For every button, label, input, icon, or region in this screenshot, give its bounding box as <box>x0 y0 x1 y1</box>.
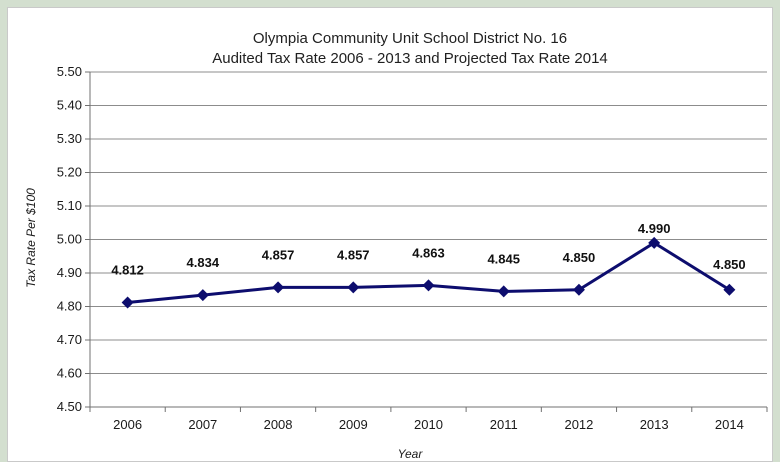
x-tick-label: 2012 <box>564 417 593 432</box>
data-label: 4.863 <box>412 245 445 260</box>
y-tick-label: 5.20 <box>57 165 82 180</box>
data-label: 4.834 <box>187 255 220 270</box>
y-axis-title: Tax Rate Per $100 <box>24 188 38 288</box>
chart-subtitle: Audited Tax Rate 2006 - 2013 and Project… <box>212 50 608 67</box>
y-tick-labels: 4.50 4.60 4.70 4.80 4.90 5.00 5.10 5.20 5.30 5.40… <box>57 64 82 414</box>
axes <box>85 71 768 412</box>
y-tick-label: 4.90 <box>57 265 82 280</box>
data-point-marker <box>422 279 435 292</box>
x-tick-labels: 2006 2007 2008 2009 2010 2011 2012 2013 2014 <box>113 417 744 432</box>
gridlines <box>90 71 767 374</box>
data-labels: 4.812 4.834 4.857 4.857 4.863 4.845 4.850 4.990… <box>111 221 745 278</box>
data-label: 4.850 <box>713 257 746 272</box>
chart-title: Olympia Community Unit School District N… <box>253 30 567 47</box>
data-label: 4.857 <box>337 247 370 262</box>
data-label: 4.990 <box>638 221 671 236</box>
x-tick-label: 2011 <box>490 417 518 432</box>
data-label: 4.850 <box>563 250 596 265</box>
data-label: 4.857 <box>262 247 295 262</box>
data-point-marker <box>347 281 360 294</box>
series-markers <box>121 236 736 309</box>
y-tick-label: 5.00 <box>57 232 82 247</box>
data-point-marker <box>497 285 510 298</box>
data-label: 4.812 <box>111 262 144 277</box>
x-tick-label: 2013 <box>640 417 669 432</box>
y-tick-label: 5.10 <box>57 198 82 213</box>
y-tick-label: 4.80 <box>57 299 82 314</box>
x-tick-label: 2007 <box>188 417 217 432</box>
y-tick-label: 5.50 <box>57 64 82 79</box>
y-tick-label: 5.30 <box>57 131 82 146</box>
x-tick-label: 2010 <box>414 417 443 432</box>
x-tick-label: 2014 <box>715 417 744 432</box>
data-point-marker <box>121 296 134 309</box>
x-axis-title: Year <box>398 447 424 461</box>
x-tick-label: 2006 <box>113 417 142 432</box>
y-tick-label: 4.50 <box>57 399 82 414</box>
data-point-marker <box>272 281 285 294</box>
x-tick-label: 2009 <box>339 417 368 432</box>
data-point-marker <box>723 283 736 296</box>
chart-frame <box>7 7 773 462</box>
y-tick-label: 4.70 <box>57 332 82 347</box>
data-point-marker <box>196 289 209 302</box>
x-tick-label: 2008 <box>264 417 293 432</box>
data-point-marker <box>572 283 585 296</box>
y-tick-label: 5.40 <box>57 98 82 113</box>
data-point-marker <box>648 236 661 249</box>
data-label: 4.845 <box>487 251 520 266</box>
y-tick-label: 4.60 <box>57 366 82 381</box>
